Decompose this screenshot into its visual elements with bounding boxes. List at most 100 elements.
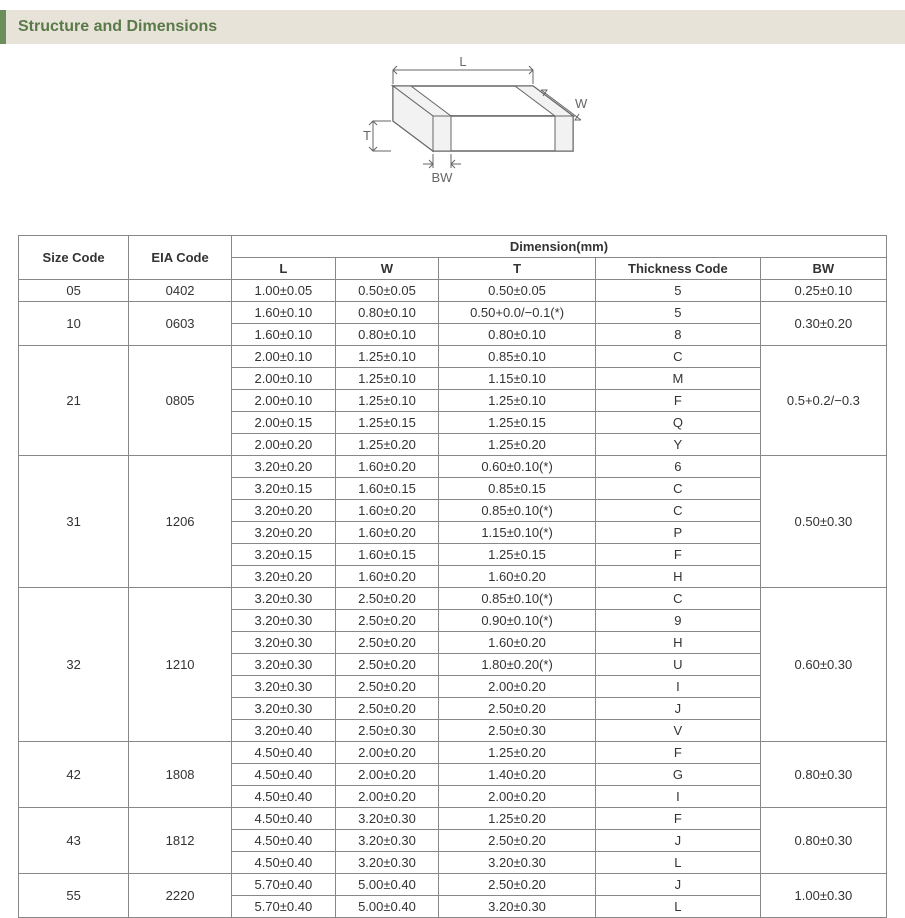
cell-T: 1.25±0.15: [439, 412, 596, 434]
cell-thickness-code: C: [595, 500, 760, 522]
cell-W: 2.50±0.20: [335, 676, 439, 698]
th-size-code: Size Code: [19, 236, 129, 280]
cell-T: 0.85±0.15: [439, 478, 596, 500]
cell-L: 3.20±0.30: [232, 654, 336, 676]
cell-thickness-code: C: [595, 588, 760, 610]
table-row: 0504021.00±0.050.50±0.050.50±0.0550.25±0…: [19, 280, 887, 302]
cell-thickness-code: G: [595, 764, 760, 786]
cell-W: 3.20±0.30: [335, 852, 439, 874]
cell-W: 1.25±0.10: [335, 390, 439, 412]
cell-W: 2.00±0.20: [335, 786, 439, 808]
cell-T: 1.25±0.20: [439, 434, 596, 456]
cell-size-code: 10: [19, 302, 129, 346]
table-row: 3112063.20±0.201.60±0.200.60±0.10(*)60.5…: [19, 456, 887, 478]
cell-thickness-code: J: [595, 698, 760, 720]
diagram-label-T: T: [363, 128, 371, 143]
cell-thickness-code: 5: [595, 302, 760, 324]
cell-thickness-code: 5: [595, 280, 760, 302]
cell-bw: 0.30±0.20: [760, 302, 886, 346]
cell-bw: 0.25±0.10: [760, 280, 886, 302]
cell-size-code: 32: [19, 588, 129, 742]
cell-thickness-code: L: [595, 896, 760, 918]
cell-W: 1.25±0.10: [335, 368, 439, 390]
cell-W: 1.25±0.10: [335, 346, 439, 368]
cell-L: 3.20±0.30: [232, 698, 336, 720]
cell-L: 3.20±0.20: [232, 566, 336, 588]
cell-L: 3.20±0.20: [232, 522, 336, 544]
cell-eia-code: 2220: [129, 874, 232, 918]
cell-T: 0.60±0.10(*): [439, 456, 596, 478]
cell-T: 1.15±0.10: [439, 368, 596, 390]
cell-W: 1.60±0.15: [335, 478, 439, 500]
cell-T: 1.25±0.15: [439, 544, 596, 566]
cell-W: 2.50±0.20: [335, 698, 439, 720]
th-L: L: [232, 258, 336, 280]
cell-thickness-code: I: [595, 786, 760, 808]
cell-L: 3.20±0.20: [232, 456, 336, 478]
cell-size-code: 55: [19, 874, 129, 918]
cell-size-code: 43: [19, 808, 129, 874]
cell-thickness-code: Y: [595, 434, 760, 456]
cell-T: 3.20±0.30: [439, 896, 596, 918]
cell-W: 2.50±0.20: [335, 632, 439, 654]
cell-L: 2.00±0.10: [232, 390, 336, 412]
cell-L: 5.70±0.40: [232, 874, 336, 896]
cell-L: 4.50±0.40: [232, 808, 336, 830]
cell-W: 1.60±0.20: [335, 500, 439, 522]
cell-thickness-code: H: [595, 566, 760, 588]
cell-eia-code: 1808: [129, 742, 232, 808]
cell-thickness-code: Q: [595, 412, 760, 434]
cell-thickness-code: H: [595, 632, 760, 654]
cell-thickness-code: J: [595, 874, 760, 896]
table-row: 4218084.50±0.402.00±0.201.25±0.20F0.80±0…: [19, 742, 887, 764]
cell-thickness-code: F: [595, 390, 760, 412]
cell-T: 2.50±0.20: [439, 830, 596, 852]
cell-W: 0.80±0.10: [335, 302, 439, 324]
cell-T: 0.85±0.10(*): [439, 588, 596, 610]
cell-T: 1.40±0.20: [439, 764, 596, 786]
cell-T: 1.60±0.20: [439, 632, 596, 654]
cell-L: 2.00±0.20: [232, 434, 336, 456]
th-BW: BW: [760, 258, 886, 280]
cell-thickness-code: F: [595, 808, 760, 830]
cell-W: 2.00±0.20: [335, 764, 439, 786]
cell-size-code: 31: [19, 456, 129, 588]
th-thickness-code: Thickness Code: [595, 258, 760, 280]
table-row: 4318124.50±0.403.20±0.301.25±0.20F0.80±0…: [19, 808, 887, 830]
cell-bw: 0.80±0.30: [760, 742, 886, 808]
cell-T: 2.50±0.30: [439, 720, 596, 742]
cell-eia-code: 1812: [129, 808, 232, 874]
cell-W: 5.00±0.40: [335, 874, 439, 896]
cell-T: 0.50+0.0/−0.1(*): [439, 302, 596, 324]
cell-thickness-code: J: [595, 830, 760, 852]
th-dimension: Dimension(mm): [232, 236, 887, 258]
cell-L: 3.20±0.15: [232, 544, 336, 566]
cell-T: 1.25±0.10: [439, 390, 596, 412]
cell-thickness-code: 6: [595, 456, 760, 478]
cell-L: 3.20±0.20: [232, 500, 336, 522]
cell-W: 2.50±0.30: [335, 720, 439, 742]
table-row: 2108052.00±0.101.25±0.100.85±0.10C0.5+0.…: [19, 346, 887, 368]
diagram-label-L: L: [459, 56, 466, 69]
cell-W: 2.00±0.20: [335, 742, 439, 764]
cell-thickness-code: I: [595, 676, 760, 698]
cell-thickness-code: 8: [595, 324, 760, 346]
cell-W: 3.20±0.30: [335, 808, 439, 830]
cell-L: 1.00±0.05: [232, 280, 336, 302]
cell-W: 1.60±0.20: [335, 456, 439, 478]
cell-eia-code: 1206: [129, 456, 232, 588]
cell-T: 3.20±0.30: [439, 852, 596, 874]
cell-thickness-code: C: [595, 478, 760, 500]
cell-L: 3.20±0.30: [232, 610, 336, 632]
cell-bw: 0.60±0.30: [760, 588, 886, 742]
cell-W: 1.25±0.20: [335, 434, 439, 456]
cell-thickness-code: 9: [595, 610, 760, 632]
section-header: Structure and Dimensions: [0, 10, 905, 44]
cell-bw: 0.5+0.2/−0.3: [760, 346, 886, 456]
cell-W: 0.80±0.10: [335, 324, 439, 346]
cell-T: 2.50±0.20: [439, 874, 596, 896]
section-title: Structure and Dimensions: [18, 18, 217, 35]
cell-W: 1.60±0.15: [335, 544, 439, 566]
cell-eia-code: 0805: [129, 346, 232, 456]
cell-T: 1.25±0.20: [439, 808, 596, 830]
